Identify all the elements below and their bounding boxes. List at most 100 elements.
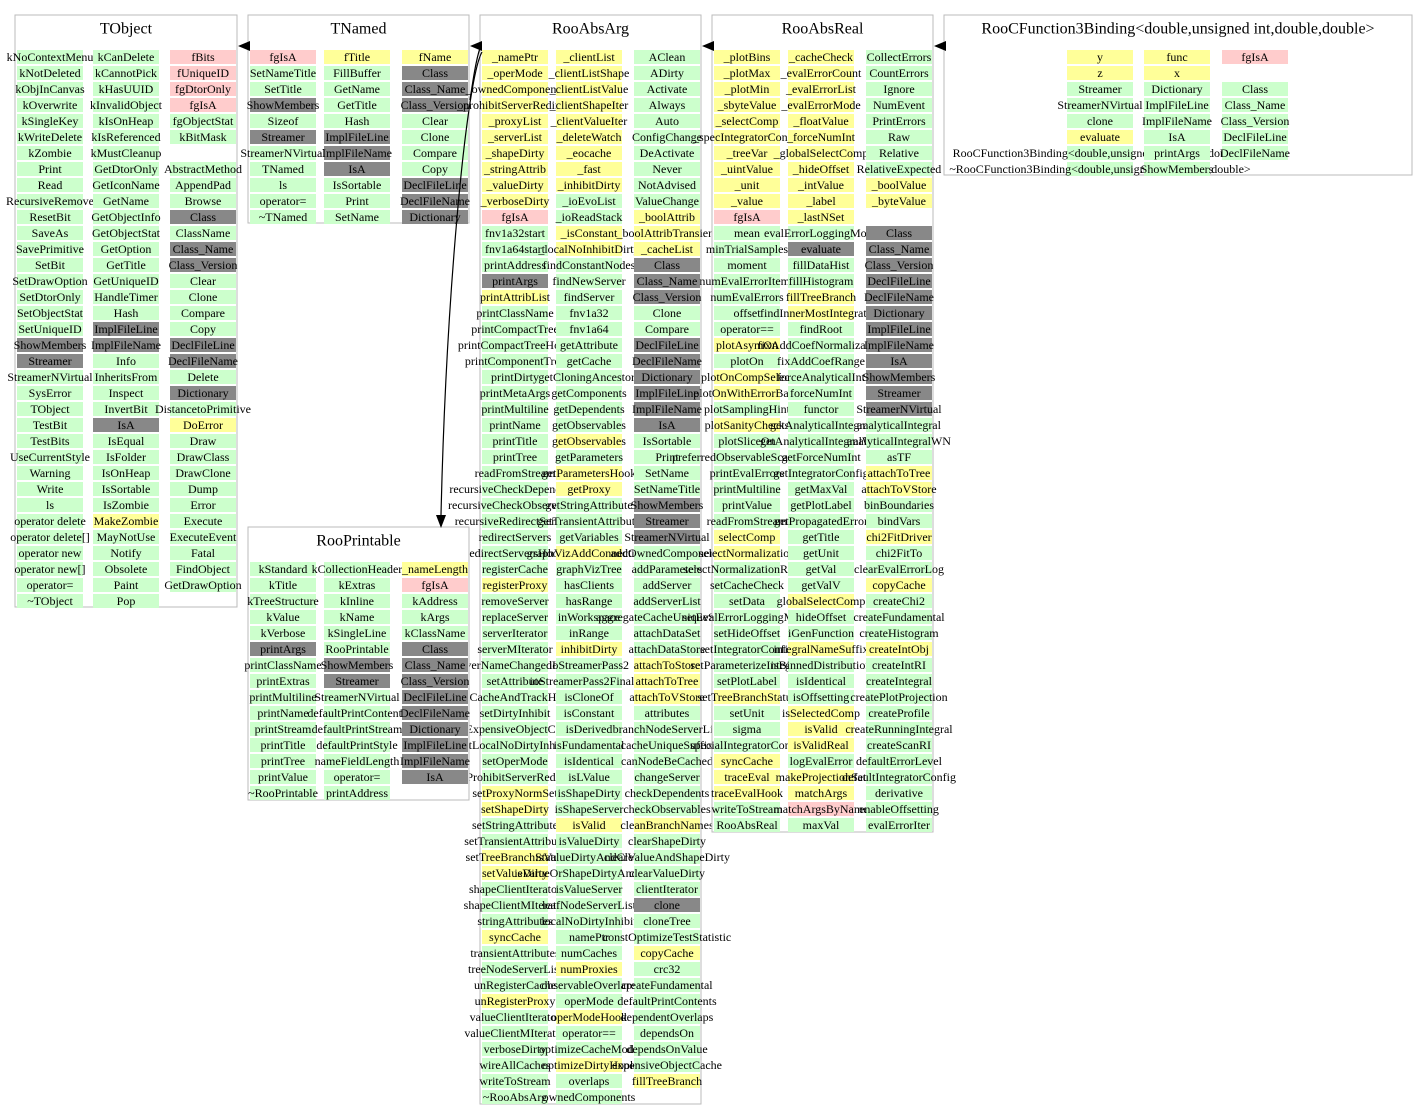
member-label: kCanDelete	[98, 50, 155, 64]
member-label: chi2FitTo	[876, 546, 923, 560]
member-label: observableOverlaps	[541, 978, 637, 992]
member-label: printStream	[255, 722, 312, 736]
member-cell	[788, 642, 854, 656]
member-label: recursiveCheckObservables	[448, 498, 582, 512]
member-label: ADirty	[650, 66, 684, 80]
member-label: fgIsA	[733, 210, 761, 224]
member-label: defaultIntegratorConfig	[842, 770, 956, 784]
member-cell	[788, 514, 854, 528]
member-cell	[324, 706, 390, 720]
member-cell	[93, 466, 159, 480]
member-label: kArgs	[420, 610, 449, 624]
member-cell	[866, 562, 932, 576]
member-label: Streamer	[261, 130, 304, 144]
member-cell	[714, 146, 780, 160]
member-label: integralNameSuffix	[773, 642, 868, 656]
member-cell	[250, 82, 316, 96]
member-cell	[788, 386, 854, 400]
member-cell	[250, 594, 316, 608]
member-cell	[250, 130, 316, 144]
member-label: kInline	[340, 594, 374, 608]
member-label: _ioEvoList	[561, 194, 616, 208]
member-label: matchArgs	[795, 786, 848, 800]
member-cell	[482, 834, 548, 848]
member-label: printTitle	[261, 738, 306, 752]
member-label: kVerbose	[261, 626, 306, 640]
member-label: isBinnedDistribution	[771, 658, 872, 672]
member-label: getAnalyticalIntegralWN	[760, 434, 882, 448]
member-cell	[93, 274, 159, 288]
member-label: ShowMembers	[863, 370, 936, 384]
member-cell	[634, 258, 700, 272]
member-label: CountErrors	[869, 66, 929, 80]
member-label: optimizeDirtyHook	[542, 1058, 636, 1072]
member-label: namePtr	[569, 930, 609, 944]
member-label: printTitle	[493, 434, 538, 448]
member-label: hideOffset	[796, 610, 847, 624]
member-label: isCloneOf	[564, 690, 613, 704]
member-cell	[866, 498, 932, 512]
member-label: Dictionary	[409, 722, 460, 736]
member-cell	[93, 482, 159, 496]
member-label: DeclFileName	[400, 706, 470, 720]
member-cell	[250, 562, 316, 576]
member-cell	[788, 818, 854, 832]
member-cell	[482, 50, 548, 64]
member-cell	[714, 226, 780, 240]
member-label: fTitle	[344, 50, 370, 64]
member-label: DeclFileLine	[403, 690, 466, 704]
member-cell	[482, 642, 548, 656]
member-cell	[170, 514, 236, 528]
member-cell	[17, 322, 83, 336]
member-cell	[556, 338, 622, 352]
member-label: InvertBit	[104, 402, 148, 416]
member-cell	[93, 290, 159, 304]
member-cell	[556, 370, 622, 384]
member-label: ImplFileLine	[403, 738, 466, 752]
member-cell	[93, 130, 159, 144]
member-cell	[714, 354, 780, 368]
member-label: _fast	[576, 162, 601, 176]
member-label: traceEval	[724, 770, 770, 784]
member-cell	[324, 594, 390, 608]
member-cell	[556, 178, 622, 192]
member-cell	[788, 322, 854, 336]
member-cell	[556, 626, 622, 640]
member-label: getProxy	[567, 482, 610, 496]
member-cell	[17, 386, 83, 400]
member-cell	[556, 802, 622, 816]
member-label: ~RooPrintable	[248, 786, 318, 800]
member-label: _selectComp	[715, 114, 779, 128]
member-cell	[634, 82, 700, 96]
member-cell	[170, 274, 236, 288]
member-label: Obsolete	[105, 562, 148, 576]
member-label: fBits	[191, 50, 215, 64]
member-label: FindObject	[176, 562, 231, 576]
member-cell	[1144, 82, 1210, 96]
member-cell	[17, 546, 83, 560]
member-label: dependsOnValue	[626, 1042, 707, 1056]
member-label: stringAttributes	[477, 914, 553, 928]
member-cell	[17, 530, 83, 544]
member-label: printDirty	[491, 370, 539, 384]
member-label: ImplFileName	[91, 338, 161, 352]
member-cell	[556, 1042, 622, 1056]
member-cell	[866, 162, 932, 176]
member-cell	[482, 738, 548, 752]
member-label: Error	[190, 498, 215, 512]
member-label: clone	[1087, 114, 1113, 128]
member-label: operator==	[720, 322, 774, 336]
member-cell	[324, 130, 390, 144]
member-cell	[556, 274, 622, 288]
member-label: _uintValue	[720, 162, 773, 176]
member-cell	[866, 722, 932, 736]
member-cell	[556, 642, 622, 656]
member-cell	[634, 370, 700, 384]
member-label: _hideOffset	[792, 162, 850, 176]
member-cell	[17, 466, 83, 480]
member-label: serverIterator	[483, 626, 548, 640]
member-cell	[482, 978, 548, 992]
member-cell	[93, 498, 159, 512]
member-cell	[482, 66, 548, 80]
member-label: kMustCleanup	[91, 146, 162, 160]
